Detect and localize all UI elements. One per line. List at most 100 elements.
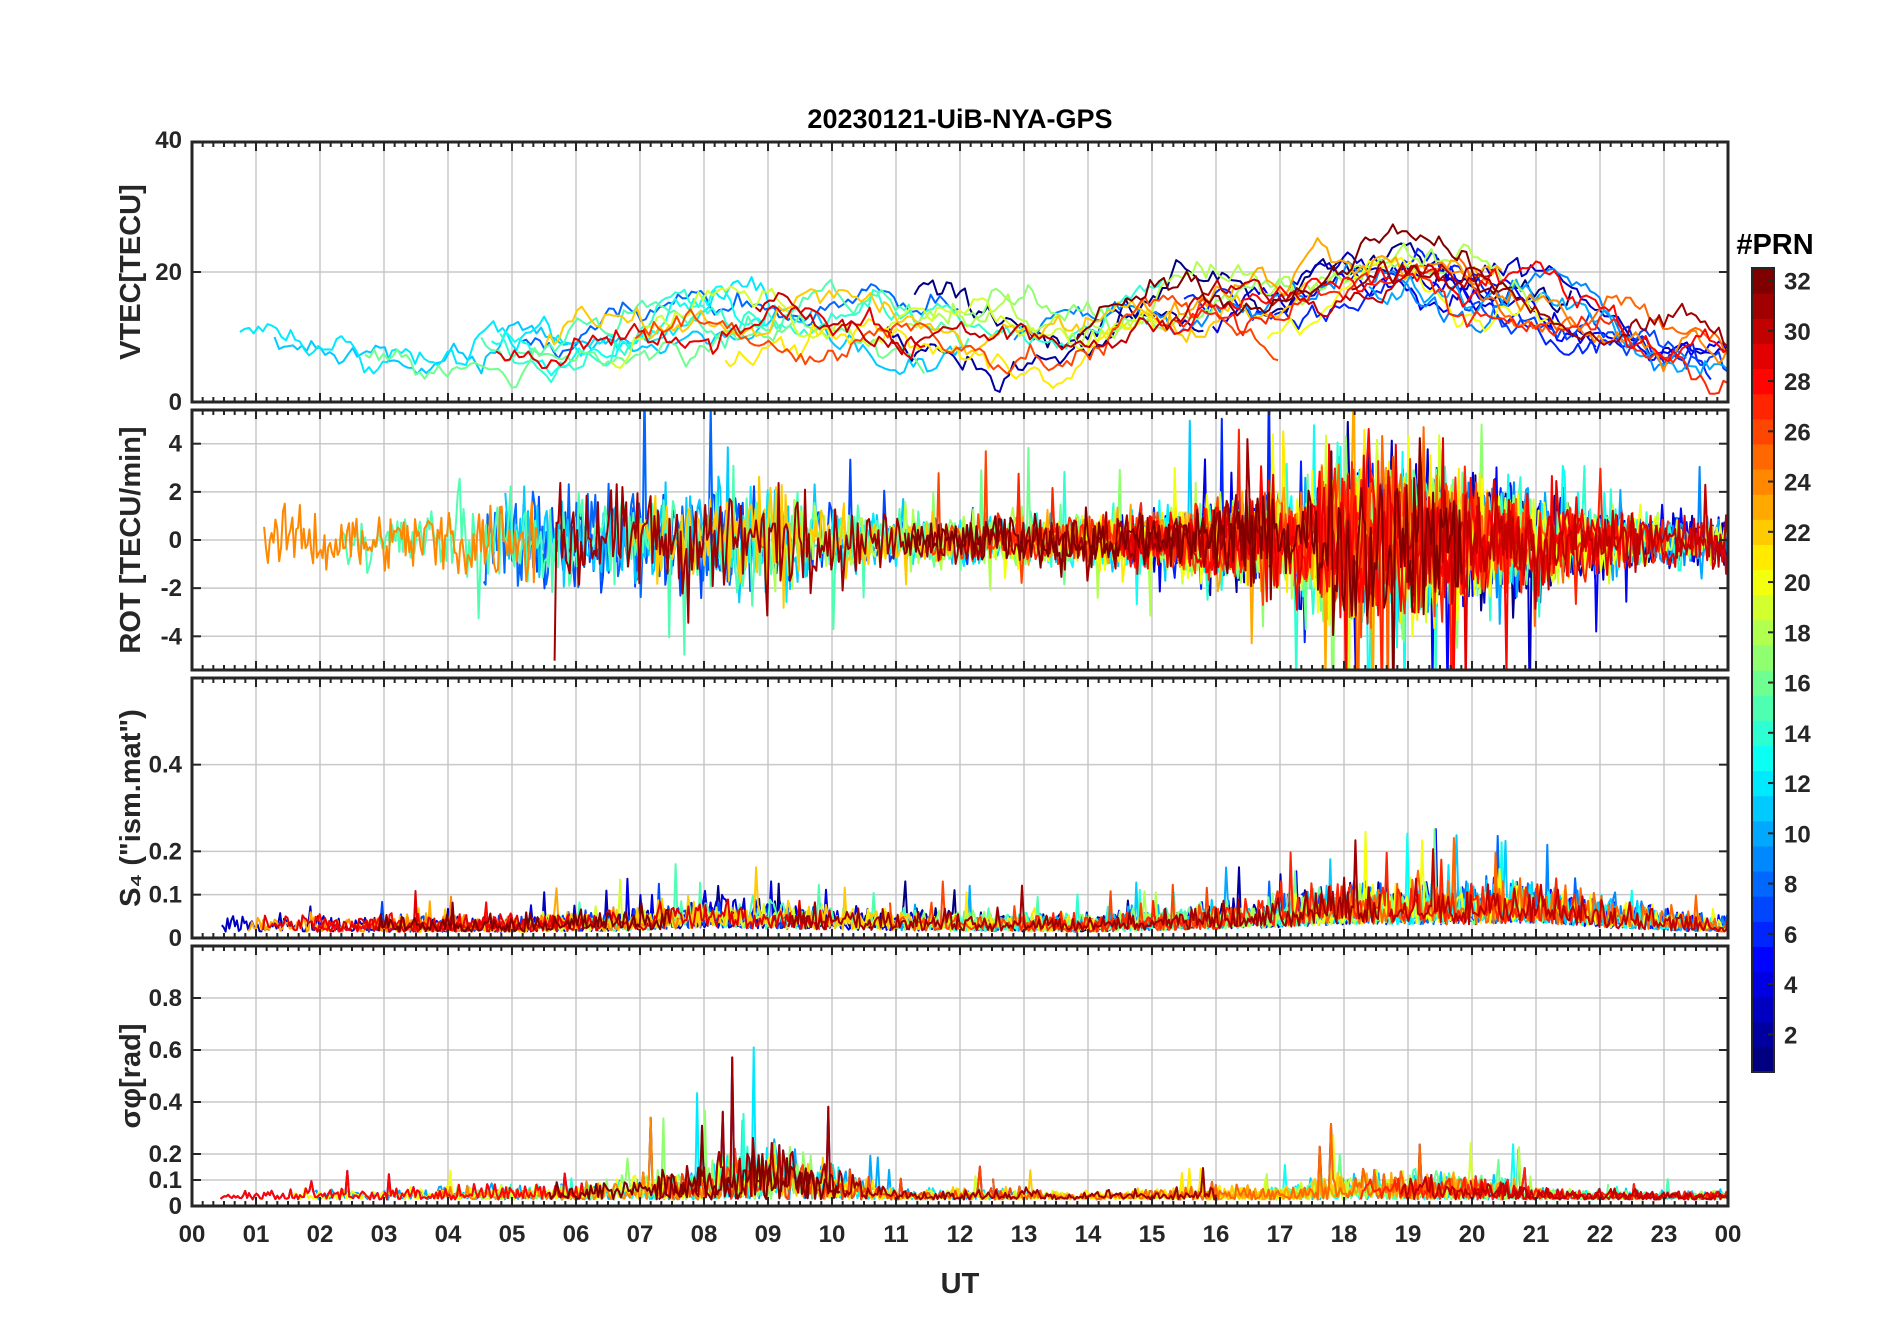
series-line-prn-28 (1155, 260, 1728, 363)
x-tick-label: 10 (819, 1221, 846, 1248)
x-tick-label: 12 (947, 1221, 974, 1248)
series-line-prn-32 (377, 901, 671, 933)
colorbar-tick-label: 2 (1784, 1022, 1797, 1049)
colorbar-segment (1752, 268, 1774, 294)
series-line-prn-32 (1075, 223, 1513, 341)
grid (192, 678, 1728, 938)
colorbar-segment (1752, 896, 1774, 922)
series-line-prn-18 (906, 242, 1543, 346)
x-ticks (191, 678, 1729, 938)
colorbar-tick-label: 32 (1784, 269, 1811, 296)
colorbar-frame (1751, 267, 1775, 1073)
x-tick-label: 06 (563, 1221, 590, 1248)
colorbar-tick-label: 14 (1784, 721, 1811, 748)
colorbar-segment (1752, 845, 1774, 872)
x-tick-label: 02 (307, 1221, 334, 1248)
x-tick-label: 16 (1203, 1221, 1230, 1248)
x-tick-label: 09 (755, 1221, 782, 1248)
x-tick-label: 03 (371, 1221, 398, 1248)
colorbar-tick-label: 24 (1784, 470, 1811, 497)
y-tick-label: 0.1 (149, 882, 182, 909)
series-group (221, 828, 1728, 933)
chart-title: 20230121-UiB-NYA-GPS (807, 104, 1112, 134)
x-tick-labels: 00 01 02 03 04 05 06 07 08 09 10 11 12 13 14 15 16 17 18 19… (179, 1221, 1742, 1248)
colorbar-segment (1752, 644, 1774, 671)
y-axis-title: S₄ ("ism.mat") (115, 709, 147, 907)
colorbar-segment (1752, 720, 1774, 746)
colorbar-segment (1752, 569, 1774, 596)
colorbar-segment (1752, 494, 1774, 520)
series-line-prn-21 (724, 311, 1156, 390)
x-tick-label: 23 (1651, 1221, 1678, 1248)
y-axis-title: σφ[rad] (115, 1023, 147, 1128)
y-tick-label: 20 (155, 259, 182, 286)
colorbar-segment (1752, 293, 1774, 319)
y-tick-label: 0.4 (149, 752, 183, 779)
x-ticks (191, 946, 1729, 1206)
y-tick-label: 2 (169, 479, 182, 506)
series-line-prn-27 (1018, 851, 1588, 933)
colorbar-tick-label: 8 (1784, 872, 1797, 899)
y-axis-title: ROT [TECU/min] (115, 426, 147, 653)
x-tick-label: 17 (1267, 1221, 1294, 1248)
colorbar-segment (1752, 619, 1774, 646)
colorbar-title: #PRN (1736, 229, 1813, 261)
y-tick-label: 4 (169, 431, 183, 458)
x-axis-title: UT (941, 1268, 980, 1300)
x-tick-label: 00 (179, 1221, 206, 1248)
series-line-prn-31 (787, 839, 1381, 933)
x-tick-label: 01 (243, 1221, 270, 1248)
grid (192, 142, 1728, 402)
x-tick-label: 18 (1331, 1221, 1358, 1248)
colorbar-tick-label: 26 (1784, 419, 1811, 446)
y-tick-label: 0 (169, 925, 182, 952)
series-group (263, 410, 1728, 670)
colorbar-segment (1752, 1046, 1774, 1073)
x-tick-label: 05 (499, 1221, 526, 1248)
colorbar-tick-label: 30 (1784, 319, 1811, 346)
colorbar-segment (1752, 594, 1774, 621)
x-tick-label: 07 (627, 1221, 654, 1248)
colorbar-segment (1752, 343, 1774, 370)
panel-2: -4 -2 0 2 4 ROT [TECU/min] (115, 408, 1730, 672)
x-tick-label: 08 (691, 1221, 718, 1248)
series-line-prn-28 (219, 1169, 589, 1201)
y-tick-label: -2 (161, 575, 182, 602)
series-line-prn-31 (658, 1056, 1218, 1201)
colorbar-segment (1752, 443, 1774, 470)
series-line-prn-30 (754, 263, 1493, 356)
colorbar-segment (1752, 921, 1774, 947)
colorbar-segment (1752, 393, 1774, 420)
series-line-prn-30 (1400, 1174, 1728, 1201)
colorbar-tick-label: 22 (1784, 520, 1811, 547)
colorbar-segment (1752, 670, 1774, 696)
x-tick-label: 21 (1523, 1221, 1550, 1248)
colorbar-segment (1752, 820, 1774, 847)
panel-3: 0 0.1 0.2 0.4S₄ ("ism.mat") (115, 676, 1730, 952)
series-line-prn-10 (1368, 274, 1728, 376)
x-tick-label: 19 (1395, 1221, 1422, 1248)
series-line-prn-32 (903, 437, 1463, 670)
series-line-prn-24 (263, 501, 539, 584)
colorbar-tick-label: 10 (1784, 821, 1811, 848)
y-tick-label: 40 (155, 127, 182, 154)
colorbar-segment (1752, 418, 1774, 445)
colorbar-segment (1752, 519, 1774, 545)
y-tick-label: 0.2 (149, 1141, 182, 1168)
colorbar-segment (1752, 946, 1774, 973)
panel-4: 00.10.2 0.4 0.6 0.8σφ[rad] (115, 944, 1730, 1220)
y-tick-label: -4 (161, 623, 183, 650)
colorbar-tick-label: 20 (1784, 570, 1811, 597)
colorbar-segment (1752, 368, 1774, 395)
series-line-prn-29 (262, 890, 835, 933)
colorbar-segment (1752, 971, 1774, 998)
series-line-prn-27 (1173, 263, 1728, 395)
colorbar-tick-label: 12 (1784, 771, 1811, 798)
y-tick-label: 0.6 (149, 1037, 182, 1064)
x-tick-label: 22 (1587, 1221, 1614, 1248)
panel-1: 0 20 40 VTEC[TECU] (115, 127, 1730, 416)
y-tick-label: 0.1 (149, 1167, 182, 1194)
colorbar-segment (1752, 318, 1774, 344)
x-tick-label: 20 (1459, 1221, 1486, 1248)
